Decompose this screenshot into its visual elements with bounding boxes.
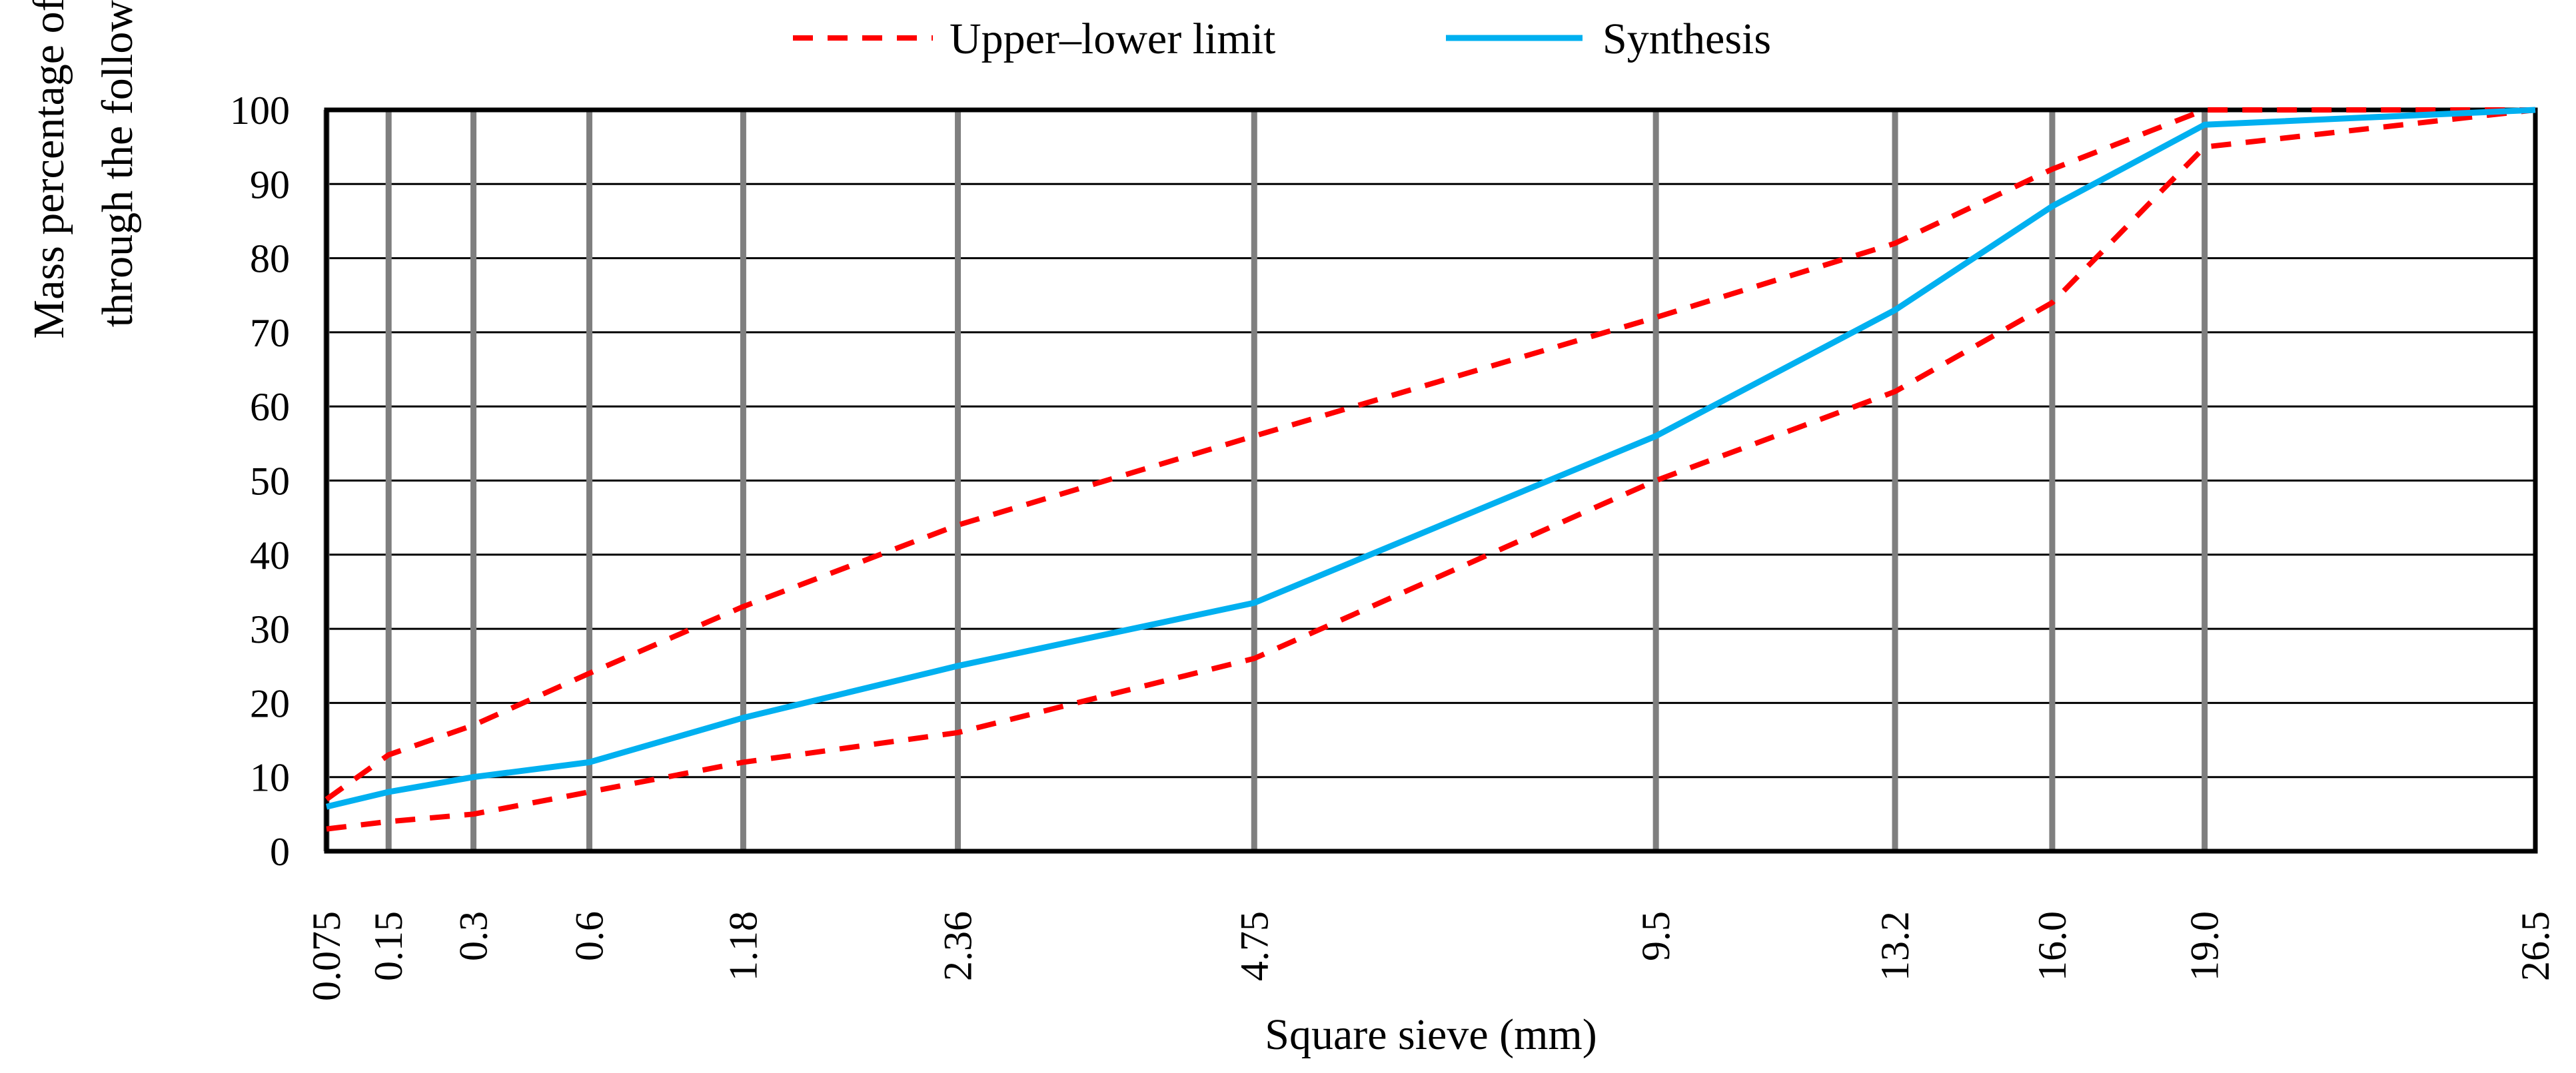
y-tick-label-0: 0 [270, 830, 290, 874]
y-tick-label-30: 30 [250, 607, 290, 651]
x-tick-label-13-2: 13.2 [1873, 911, 1917, 981]
horizontal-gridlines [326, 182, 2535, 779]
x-tick-label-4-75: 4.75 [1232, 911, 1276, 981]
y-axis-tick-labels: 0 10 20 30 40 50 60 70 80 90 100 [230, 89, 290, 874]
y-axis-title: Mass percentage of aggregate passing thr… [25, 0, 142, 339]
y-axis-title-line-1: Mass percentage of aggregate passing [25, 0, 73, 339]
x-tick-label-0-15: 0.15 [366, 911, 410, 981]
y-tick-label-40: 40 [250, 534, 290, 577]
x-tick-label-26-5: 26.5 [2513, 911, 2557, 981]
vertical-sieve-lines [323, 110, 2208, 851]
y-tick-label-70: 70 [250, 311, 290, 355]
legend-label-synthesis: Synthesis [1603, 15, 1771, 63]
x-axis-title: Square sieve (mm) [1265, 1010, 1597, 1059]
y-tick-label-50: 50 [250, 460, 290, 504]
series-line-lower-limit [326, 107, 2536, 832]
x-tick-label-0-6: 0.6 [567, 911, 611, 961]
y-tick-label-10: 10 [250, 756, 290, 800]
legend-label-upper-lower-limit: Upper–lower limit [950, 15, 1275, 63]
series-line-upper-limit [324, 107, 2535, 802]
y-tick-label-100: 100 [230, 89, 290, 133]
x-tick-label-1-18: 1.18 [721, 911, 765, 981]
x-tick-label-0-3: 0.3 [452, 911, 496, 961]
series-layer [324, 107, 2536, 832]
x-tick-label-19-0: 19.0 [2183, 911, 2227, 981]
legend: Upper–lower limit Synthesis [793, 15, 1771, 63]
y-tick-label-90: 90 [250, 163, 290, 206]
series-line-synthesis [325, 107, 2536, 810]
x-tick-label-16-0: 16.0 [2030, 911, 2074, 981]
x-tick-label-9-5: 9.5 [1634, 911, 1678, 961]
y-tick-label-20: 20 [250, 681, 290, 725]
y-tick-label-60: 60 [250, 385, 290, 429]
plot-area-frame [324, 107, 2538, 854]
x-tick-label-2-36: 2.36 [936, 911, 980, 981]
y-tick-label-80: 80 [250, 237, 290, 281]
x-axis-tick-labels: 0.075 0.15 0.3 0.6 1.18 2.36 4.75 9.5 13.2 16.0 19… [305, 911, 2557, 1001]
y-axis-title-line-2: through the following sieve holes(%) [93, 0, 142, 327]
x-tick-label-0-075: 0.075 [305, 911, 348, 1001]
